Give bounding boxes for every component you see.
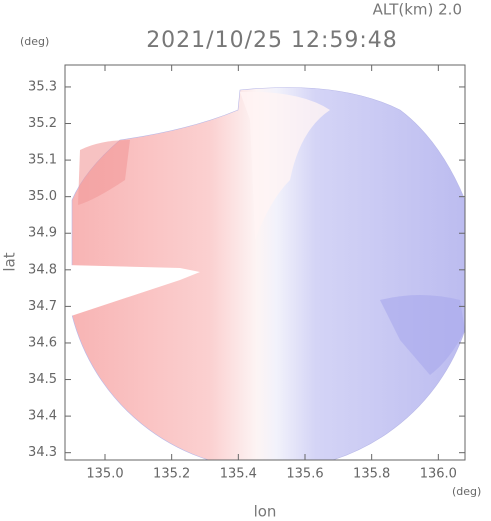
- x-tick-label: 135.8: [353, 467, 390, 482]
- y-tick-label: 35.3: [28, 79, 57, 94]
- x-tick-label: 135.0: [86, 467, 123, 482]
- y-tick-label: 34.4: [28, 409, 57, 424]
- y-tick-label: 34.7: [28, 299, 57, 314]
- y-unit: (deg): [20, 35, 49, 48]
- altitude-label: ALT(km) 2.0: [373, 1, 462, 19]
- x-axis-label: lon: [254, 503, 277, 521]
- y-tick-label: 34.9: [28, 226, 57, 241]
- y-tick-label: 35.0: [28, 189, 57, 204]
- y-tick-label: 35.2: [28, 116, 57, 131]
- y-tick-label: 34.5: [28, 372, 57, 387]
- radar-field: [65, 87, 465, 460]
- x-tick-label: 136.0: [420, 467, 457, 482]
- x-tick-label: 135.2: [153, 467, 190, 482]
- y-tick-label: 34.3: [28, 445, 57, 460]
- y-tick-label: 35.1: [28, 153, 57, 168]
- y-tick-label: 34.8: [28, 262, 57, 277]
- x-unit: (deg): [452, 485, 481, 498]
- chart-title: 2021/10/25 12:59:48: [146, 28, 398, 53]
- y-axis-label: lat: [1, 252, 19, 271]
- plot-frame: [64, 64, 466, 461]
- x-tick-label: 135.4: [220, 467, 257, 482]
- x-tick-label: 135.6: [286, 467, 323, 482]
- y-tick-label: 34.6: [28, 335, 57, 350]
